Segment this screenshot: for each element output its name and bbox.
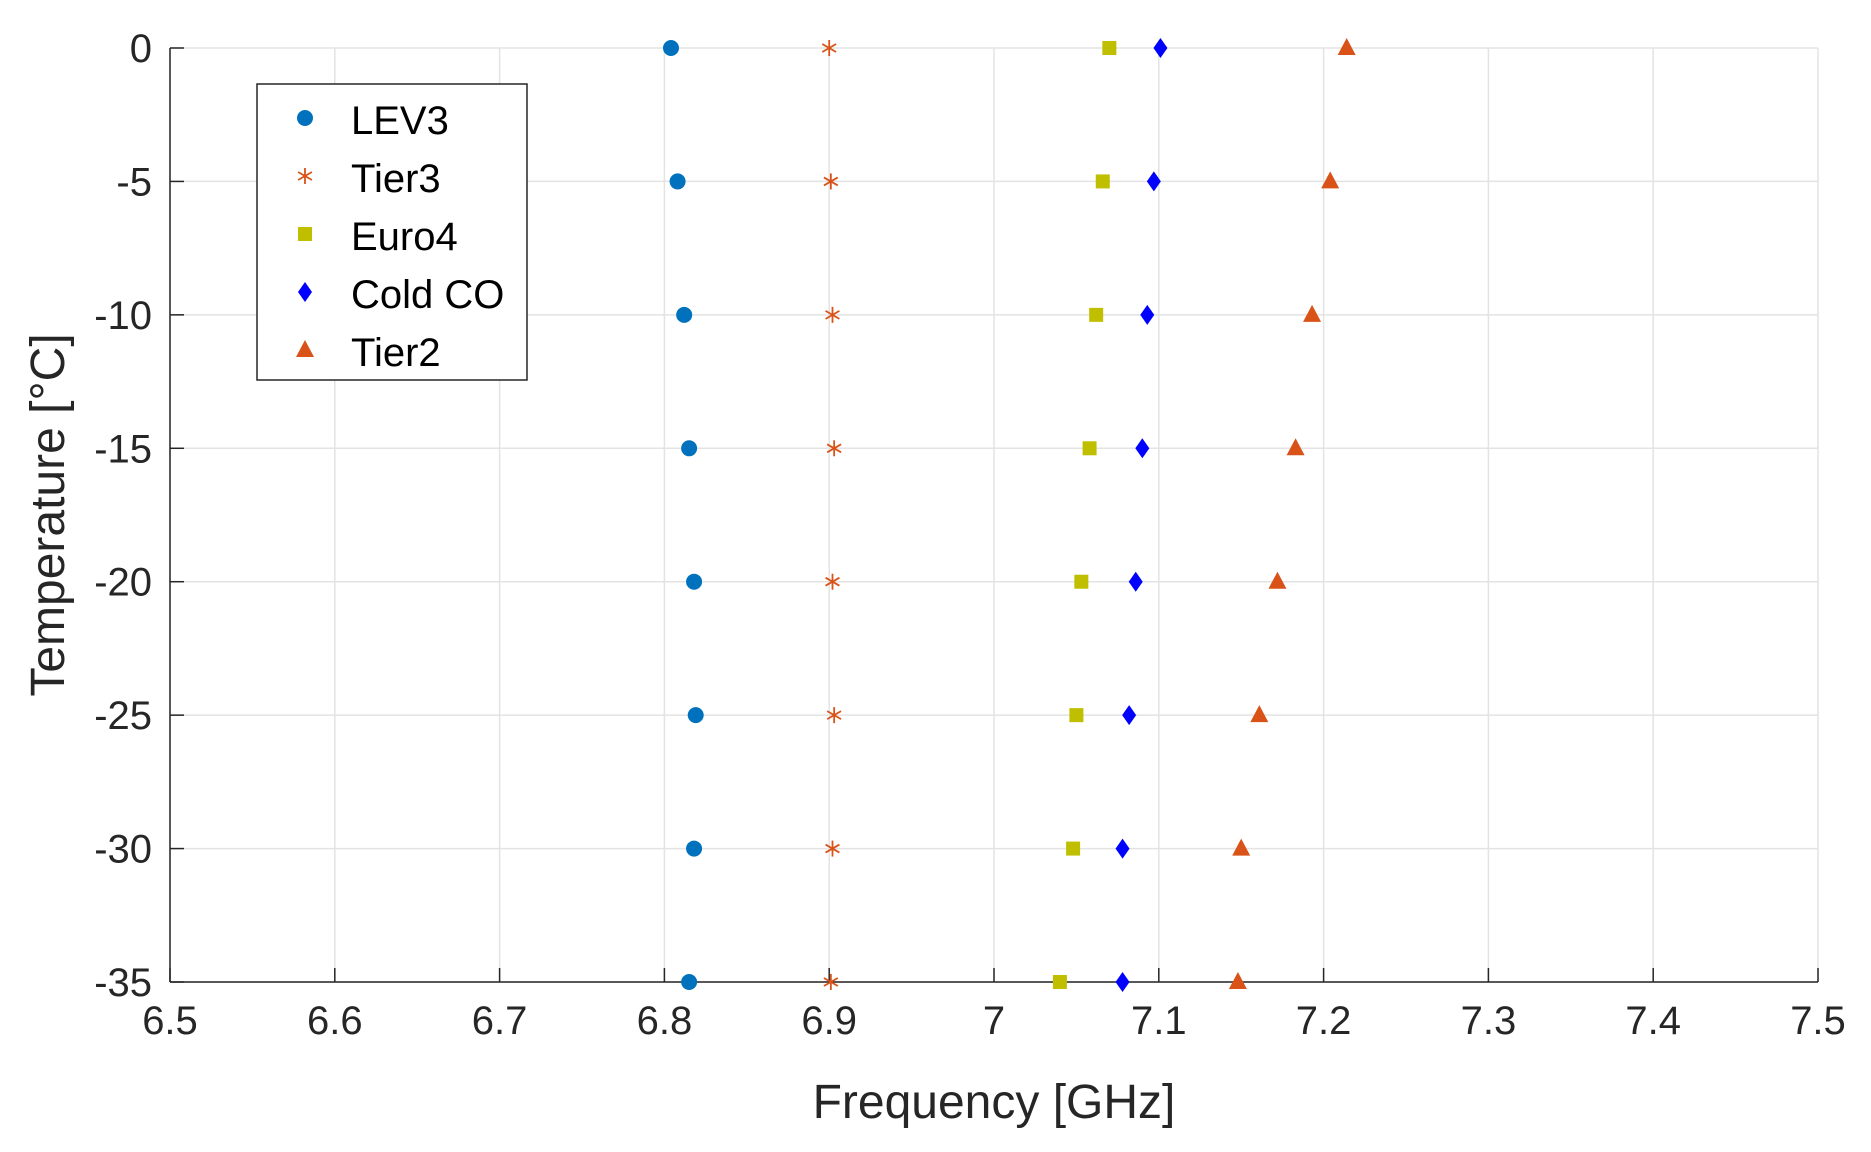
y-tick-label: -25 bbox=[94, 694, 152, 738]
tier3-point bbox=[825, 306, 840, 323]
euro4-point bbox=[1102, 41, 1117, 55]
legend-item-euro4: Euro4 bbox=[298, 215, 458, 259]
tier2-point bbox=[1250, 705, 1269, 723]
legend-marker-lev3 bbox=[297, 110, 313, 126]
legend-item-cold-co: Cold CO bbox=[298, 273, 504, 317]
legend-label-lev3: LEV3 bbox=[351, 99, 449, 143]
x-tick-label: 6.9 bbox=[801, 999, 857, 1043]
cold-co-point bbox=[1115, 972, 1130, 992]
tier3-point bbox=[825, 573, 840, 590]
cold-co-point bbox=[1140, 304, 1155, 325]
x-tick-label: 6.7 bbox=[472, 999, 528, 1043]
legend-marker-euro4 bbox=[298, 227, 312, 241]
cold-co-point bbox=[1115, 838, 1130, 859]
legend-item-lev3: LEV3 bbox=[297, 99, 449, 143]
y-axis-title: Temperature [°C] bbox=[22, 333, 75, 696]
x-tick-label: 6.6 bbox=[307, 999, 363, 1043]
legend-label-euro4: Euro4 bbox=[351, 215, 458, 259]
euro4-point bbox=[1052, 975, 1067, 989]
legend-label-cold-co: Cold CO bbox=[351, 273, 504, 317]
x-tick-label: 6.8 bbox=[637, 999, 693, 1043]
legend-label-tier3: Tier3 bbox=[351, 157, 441, 201]
lev3-point bbox=[662, 40, 679, 56]
legend-marker-tier3 bbox=[297, 168, 313, 184]
legend-item-tier2: Tier2 bbox=[296, 331, 441, 375]
euro4-point bbox=[1066, 841, 1081, 856]
legend-item-tier3: Tier3 bbox=[297, 157, 441, 201]
tier2-point bbox=[1268, 571, 1287, 589]
tier3-point bbox=[821, 40, 837, 56]
tier3-point bbox=[823, 974, 839, 990]
lev3-point bbox=[687, 707, 704, 724]
x-tick-label: 6.5 bbox=[142, 999, 198, 1043]
x-tick-label: 7.1 bbox=[1131, 999, 1187, 1043]
tier3-point bbox=[825, 840, 840, 857]
y-tick-label: -30 bbox=[94, 828, 152, 872]
lev3-point bbox=[676, 306, 693, 323]
x-axis-title: Frequency [GHz] bbox=[813, 1076, 1176, 1129]
euro4-point bbox=[1074, 574, 1089, 589]
tier2-point bbox=[1232, 838, 1251, 856]
tier3-point bbox=[826, 440, 842, 457]
y-tick-label: -35 bbox=[94, 961, 152, 1005]
x-tick-label: 7.3 bbox=[1461, 999, 1517, 1043]
y-tick-label: -10 bbox=[94, 294, 152, 338]
legend-marker-tier2 bbox=[296, 340, 314, 357]
data-points bbox=[662, 38, 1356, 992]
cold-co-point bbox=[1135, 438, 1150, 459]
y-tick-label: 0 bbox=[130, 27, 152, 71]
euro4-point bbox=[1095, 174, 1110, 189]
lev3-point bbox=[669, 173, 686, 190]
y-tick-label: -20 bbox=[94, 561, 152, 605]
cold-co-point bbox=[1128, 571, 1143, 592]
y-tick-labels: 0 -5 -10 -15 -20 -25 -30 -35 bbox=[94, 27, 152, 1005]
tier2-point bbox=[1337, 38, 1356, 55]
legend: LEV3 Tier3 Euro4 Cold CO Tier2 bbox=[256, 83, 528, 381]
cold-co-point bbox=[1146, 171, 1161, 192]
lev3-point bbox=[681, 440, 698, 457]
cold-co-point bbox=[1153, 38, 1168, 58]
lev3-point bbox=[686, 840, 703, 857]
euro4-point bbox=[1082, 441, 1097, 456]
x-tick-labels: 6.5 6.6 6.7 6.8 6.9 7 7.1 7.2 7.3 7.4 7.5 bbox=[142, 999, 1846, 1043]
tier2-point bbox=[1303, 304, 1322, 322]
legend-marker-cold-co bbox=[298, 282, 312, 302]
euro4-point bbox=[1089, 307, 1104, 322]
euro4-point bbox=[1069, 708, 1084, 723]
y-tick-label: -15 bbox=[94, 427, 152, 471]
axes bbox=[169, 47, 1819, 983]
tier2-point bbox=[1321, 171, 1340, 189]
y-tick-label: -5 bbox=[116, 160, 152, 204]
x-tick-label: 7.5 bbox=[1790, 999, 1846, 1043]
x-tick-label: 7 bbox=[983, 999, 1005, 1043]
lev3-point bbox=[681, 974, 698, 990]
tier2-point bbox=[1228, 972, 1247, 989]
tier2-point bbox=[1286, 438, 1305, 456]
lev3-point bbox=[686, 573, 703, 590]
tier3-point bbox=[823, 173, 839, 190]
x-tick-label: 7.2 bbox=[1296, 999, 1352, 1043]
legend-label-tier2: Tier2 bbox=[351, 331, 441, 375]
cold-co-point bbox=[1122, 705, 1137, 726]
tier3-point bbox=[826, 707, 842, 724]
x-tick-label: 7.4 bbox=[1625, 999, 1681, 1043]
